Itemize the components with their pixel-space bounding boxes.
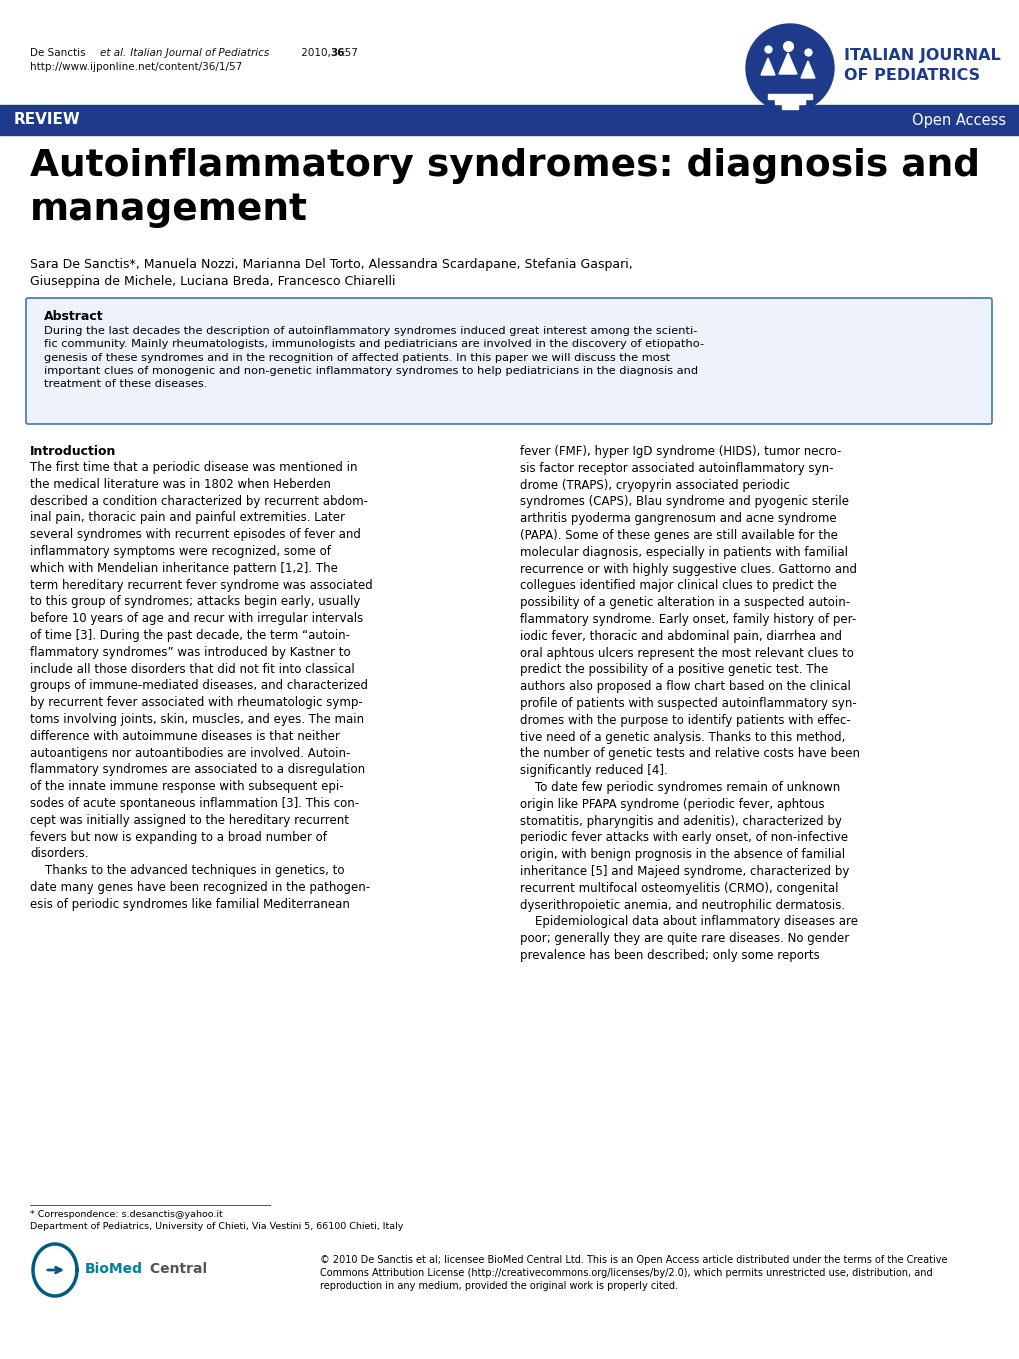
Bar (0, 105, 1019, 135)
Circle shape (745, 24, 834, 111)
Bar (774, 99, 804, 105)
Text: BioMed: BioMed (85, 1263, 143, 1276)
Text: ITALIAN JOURNAL: ITALIAN JOURNAL (843, 48, 1000, 63)
Text: During the last decades the description of autoinflammatory syndromes induced gr: During the last decades the description … (44, 326, 703, 390)
Text: Introduction: Introduction (30, 444, 116, 458)
Text: Department of Pediatrics, University of Chieti, Via Vestini 5, 66100 Chieti, Ita: Department of Pediatrics, University of … (30, 1222, 403, 1231)
Polygon shape (800, 61, 814, 77)
Text: Autoinflammatory syndromes: diagnosis and: Autoinflammatory syndromes: diagnosis an… (30, 148, 979, 183)
Text: 36: 36 (330, 48, 344, 58)
Bar (767, 94, 811, 99)
Text: http://www.ijponline.net/content/36/1/57: http://www.ijponline.net/content/36/1/57 (30, 63, 243, 72)
Bar (782, 105, 797, 109)
Text: :57: :57 (341, 48, 359, 58)
Text: © 2010 De Sanctis et al; licensee BioMed Central Ltd. This is an Open Access art: © 2010 De Sanctis et al; licensee BioMed… (320, 1254, 947, 1291)
Text: Abstract: Abstract (44, 310, 104, 323)
Polygon shape (779, 53, 796, 73)
Text: The first time that a periodic disease was mentioned in
the medical literature w: The first time that a periodic disease w… (30, 461, 372, 911)
Text: 2010,: 2010, (298, 48, 334, 58)
Text: * Correspondence: s.desanctis@yahoo.it: * Correspondence: s.desanctis@yahoo.it (30, 1210, 222, 1219)
Text: Central: Central (145, 1263, 207, 1276)
Text: Italian Journal of Pediatrics: Italian Journal of Pediatrics (127, 48, 269, 58)
Text: De Sanctis: De Sanctis (30, 48, 89, 58)
Text: REVIEW: REVIEW (14, 113, 81, 128)
Text: management: management (30, 192, 308, 228)
Text: OF PEDIATRICS: OF PEDIATRICS (843, 68, 979, 83)
Text: Open Access: Open Access (911, 113, 1005, 128)
Text: Giuseppina de Michele, Luciana Breda, Francesco Chiarelli: Giuseppina de Michele, Luciana Breda, Fr… (30, 275, 395, 288)
Text: Sara De Sanctis*, Manuela Nozzi, Marianna Del Torto, Alessandra Scardapane, Stef: Sara De Sanctis*, Manuela Nozzi, Mariann… (30, 258, 632, 270)
Text: fever (FMF), hyper IgD syndrome (HIDS), tumor necro-
sis factor receptor associa: fever (FMF), hyper IgD syndrome (HIDS), … (520, 444, 859, 962)
Text: et al.: et al. (100, 48, 126, 58)
Polygon shape (760, 58, 774, 75)
FancyBboxPatch shape (25, 298, 991, 424)
